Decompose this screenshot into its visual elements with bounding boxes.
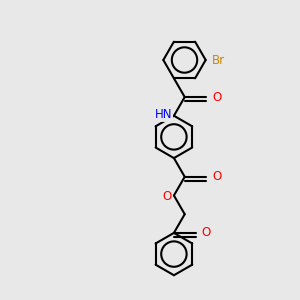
Text: O: O — [202, 226, 211, 239]
Text: HN: HN — [155, 108, 172, 121]
Text: O: O — [212, 170, 222, 183]
Text: Br: Br — [212, 53, 225, 67]
Text: O: O — [212, 91, 222, 103]
Text: O: O — [162, 190, 172, 203]
